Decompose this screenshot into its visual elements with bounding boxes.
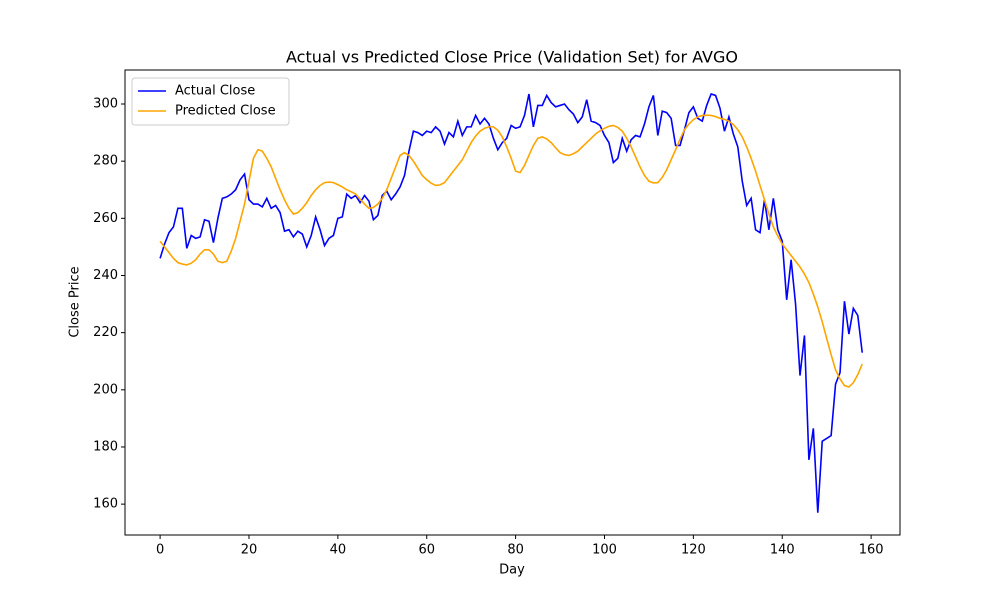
x-tick-label: 100: [592, 543, 617, 558]
x-tick-label: 120: [681, 543, 706, 558]
x-tick-label: 80: [507, 543, 524, 558]
legend-label: Predicted Close: [175, 104, 276, 119]
y-tick-label: 220: [93, 325, 118, 340]
y-tick-label: 180: [93, 439, 118, 454]
y-axis-label: Close Price: [68, 266, 83, 337]
x-tick-label: 140: [770, 543, 795, 558]
y-tick-label: 160: [93, 497, 118, 512]
line-series: [159, 93, 864, 513]
chart-title: Actual vs Predicted Close Price (Validat…: [286, 48, 738, 67]
y-tick-label: 280: [93, 154, 118, 169]
x-tick-label: 20: [241, 543, 258, 558]
plot-frame: [124, 69, 901, 536]
x-tick-label: 60: [418, 543, 435, 558]
x-axis-label: Day: [499, 563, 525, 578]
legend-box: [131, 77, 290, 126]
x-tick-label: 160: [859, 543, 884, 558]
line-series: [159, 114, 863, 388]
y-tick-label: 300: [93, 97, 118, 112]
x-tick-label: 0: [156, 543, 164, 558]
y-tick-label: 200: [93, 382, 118, 397]
y-tick-label: 260: [93, 211, 118, 226]
y-tick-label: 240: [93, 268, 118, 283]
legend-label: Actual Close: [175, 84, 255, 99]
x-tick-label: 40: [330, 543, 347, 558]
